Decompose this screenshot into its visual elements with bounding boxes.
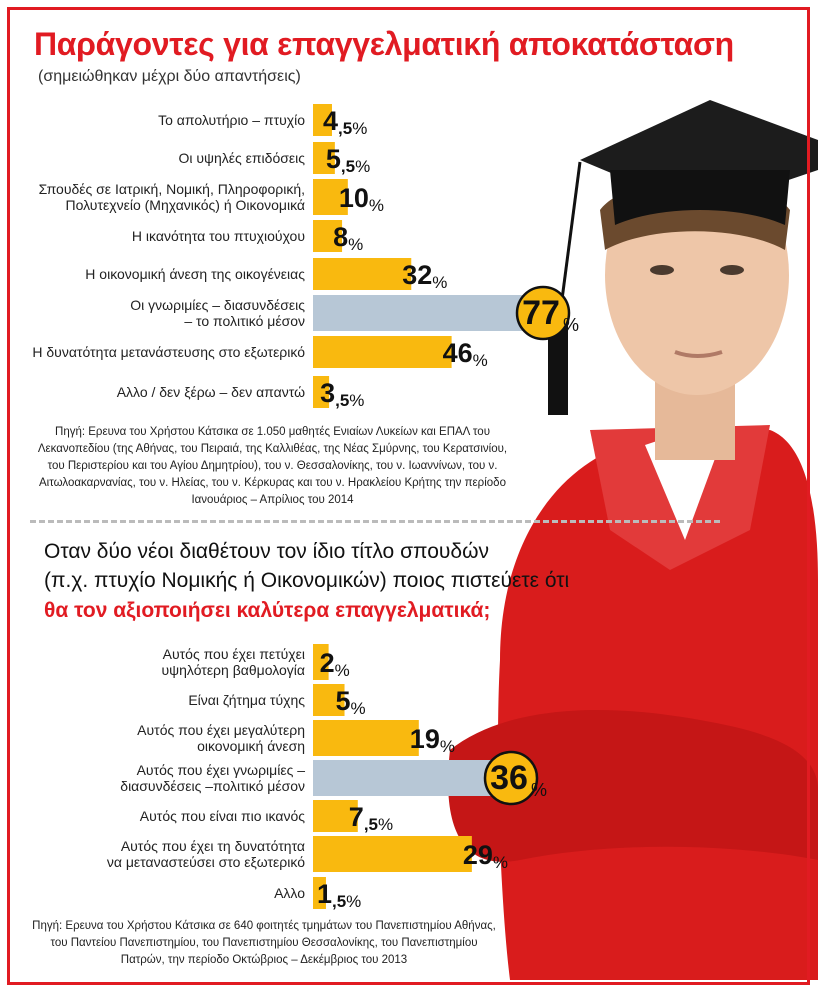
student-illustration <box>448 100 818 980</box>
bar <box>313 684 345 716</box>
bar <box>313 376 330 408</box>
bar <box>313 720 419 756</box>
source-note-2: Πηγή: Ερευνα του Χρήστου Κάτσικα σε 640 … <box>32 920 496 966</box>
bar <box>313 800 358 832</box>
bar <box>313 760 509 796</box>
category-label: Το απολυτήριο – πτυχίο <box>158 112 305 128</box>
value-label: 77 <box>522 294 560 332</box>
category-label: οικονομική άνεση <box>197 738 305 754</box>
category-label: – το πολιτικό μέσον <box>184 313 305 329</box>
category-label: διασυνδέσεις –πολιτικό μέσον <box>120 778 305 794</box>
value-label: 5,5% <box>326 144 370 176</box>
percent-sign: % <box>531 780 547 800</box>
highlight-badge <box>515 285 571 341</box>
bar <box>313 877 326 909</box>
percent-sign: % <box>563 315 579 335</box>
category-label: Πολυτεχνείο (Μηχανικός) ή Οικονομικά <box>66 197 305 213</box>
bar <box>313 336 452 368</box>
category-label: Η ικανότητα του πτυχιούχου <box>132 228 305 244</box>
dashed-divider <box>30 520 720 523</box>
category-label: Οι γνωριμίες – διασυνδέσεις <box>130 297 305 313</box>
value-label: 3,5% <box>320 378 364 410</box>
value-label: 1,5% <box>317 879 361 911</box>
category-label: να μεταναστεύσει στο εξωτερικό <box>107 854 305 870</box>
highlight-badge <box>483 750 539 806</box>
bar <box>313 258 412 290</box>
category-label: Σπουδές σε Ιατρική, Νομική, Πληροφορική, <box>39 181 305 197</box>
category-label: Αυτός που έχει τη δυνατότητα <box>121 838 305 854</box>
value-label: 5% <box>336 686 366 718</box>
chart-subtitle: (σημειώθηκαν μέχρι δύο απαντήσεις) <box>38 68 301 85</box>
category-label: Είναι ζήτημα τύχης <box>188 692 305 708</box>
value-label: 7,5% <box>349 802 393 834</box>
value-label: 8% <box>333 222 363 254</box>
bar <box>313 295 541 331</box>
question-line-1: Οταν δύο νέοι διαθέτουν τον ίδιο τίτλο σ… <box>44 540 489 563</box>
value-label: 46% <box>443 338 488 370</box>
bar <box>313 142 335 174</box>
chart-title: Παράγοντες για επαγγελματική αποκατάστασ… <box>34 26 734 62</box>
value-label: 10% <box>339 183 384 215</box>
value-label: 4,5% <box>323 106 367 138</box>
bar <box>313 179 348 215</box>
category-label: Η οικονομική άνεση της οικογένειας <box>85 266 305 282</box>
question-line-2: (π.χ. πτυχίο Νομικής ή Οικονομικών) ποιο… <box>44 569 570 592</box>
value-label: 29% <box>463 840 508 872</box>
category-label: Αυτός που έχει μεγαλύτερη <box>137 722 305 738</box>
value-label: 36 <box>490 759 528 797</box>
red-frame <box>7 7 810 985</box>
category-label: Αλλο <box>274 885 305 901</box>
category-label: Οι υψηλές επιδόσεις <box>178 150 305 166</box>
bar <box>313 104 332 136</box>
category-label: Αυτός που είναι πιο ικανός <box>140 808 305 824</box>
category-label: υψηλότερη βαθμολογία <box>161 662 305 678</box>
category-label: Αυτός που έχει γνωριμίες – <box>137 762 306 778</box>
category-label: Αλλο / δεν ξέρω – δεν απαντώ <box>117 384 305 400</box>
source-note-1: Πηγή: Ερευνα του Χρήστου Κάτσικα σε 1.05… <box>37 426 508 506</box>
category-label: Αυτός που έχει πετύχει <box>163 646 305 662</box>
bar <box>313 836 472 872</box>
bar <box>313 644 329 680</box>
value-label: 19% <box>410 724 455 756</box>
value-label: 2% <box>320 648 350 680</box>
value-label: 32% <box>402 260 447 292</box>
category-label: Η δυνατότητα μετανάστευσης στο εξωτερικό <box>32 344 305 360</box>
bar <box>313 220 343 252</box>
question-line-3: θα τον αξιοποιήσει καλύτερα επαγγελματικ… <box>44 599 491 622</box>
chart-1: Το απολυτήριο – πτυχίο 4,5% Οι υψηλές επιδ… <box>32 104 579 410</box>
